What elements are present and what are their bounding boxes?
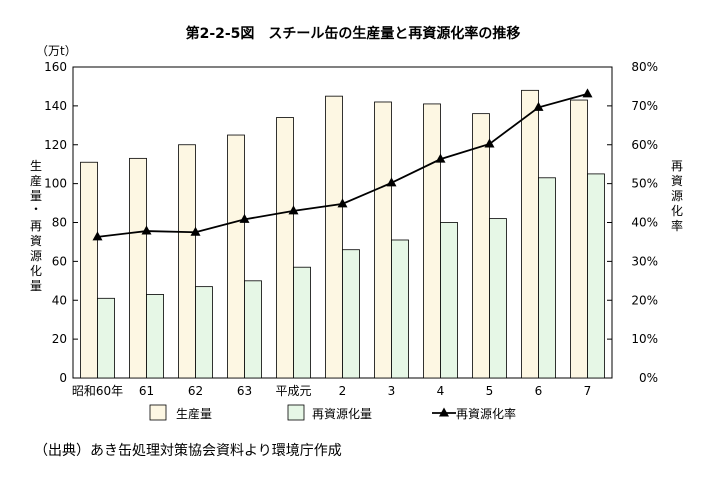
bar-recycled — [489, 218, 507, 379]
bar-production — [80, 161, 98, 379]
bar-production — [227, 134, 245, 379]
right-axis-title-char: 再 — [671, 159, 683, 173]
left-axis-tick-label: 140 — [44, 99, 67, 113]
left-axis-tick-label: 160 — [44, 60, 67, 74]
plot-area — [72, 66, 613, 379]
point-recycling-rate — [386, 177, 397, 187]
bar-recycled — [146, 294, 164, 379]
left-axis-title-char: ・ — [30, 202, 42, 216]
legend-label-recycled: 再資源化量 — [312, 407, 372, 421]
left-axis-title-char: 生 — [30, 159, 42, 173]
legend-label-rate: 再資源化率 — [456, 406, 516, 421]
x-axis-tick-label: 63 — [237, 384, 252, 398]
point-recycling-rate — [92, 231, 103, 241]
right-axis-title-char: 化 — [671, 204, 683, 218]
left-axis: 0 20 40 60 80 100 120 140 160 — [44, 60, 78, 385]
left-axis-title-char: 産 — [30, 173, 42, 188]
legend-marker-rate — [439, 407, 449, 417]
right-axis-tick-label: 80% — [631, 60, 658, 74]
x-axis-tick-label: 7 — [584, 384, 592, 398]
bar-production — [374, 101, 392, 379]
point-recycling-rate — [533, 101, 544, 111]
left-axis-title-char: 量 — [30, 279, 42, 293]
point-recycling-rate — [239, 213, 250, 223]
bar-recycled — [293, 266, 311, 379]
bar-recycled — [538, 177, 556, 379]
legend: 生産量 再資源化量 再資源化率 — [149, 404, 516, 421]
left-axis-tick-label: 100 — [44, 177, 67, 191]
legend-swatch-recycled — [287, 404, 305, 421]
x-axis-tick-label: 5 — [486, 384, 494, 398]
legend-label-production: 生産量 — [176, 406, 212, 421]
point-recycling-rate — [435, 153, 446, 163]
right-axis-tick-label: 10% — [631, 332, 658, 346]
x-axis-tick-label: 62 — [188, 384, 203, 398]
left-axis-title-char: 源 — [30, 249, 42, 263]
bar-production — [570, 99, 588, 379]
right-axis-tick-label: 30% — [631, 254, 658, 268]
right-axis-tick-label: 40% — [631, 216, 658, 230]
left-axis-tick-label: 20 — [52, 332, 67, 346]
left-axis-tick-label: 40 — [52, 293, 67, 307]
source-note: （出典）あき缶処理対策協会資料より環境庁作成 — [34, 443, 342, 459]
bar-recycled — [195, 286, 213, 379]
bar-recycled — [391, 239, 409, 379]
left-axis-tick-label: 60 — [52, 254, 67, 268]
left-axis-tick-label: 120 — [44, 138, 67, 152]
bar-production — [423, 103, 441, 379]
left-axis-title-char: 化 — [30, 264, 42, 278]
left-axis-title-char: 量 — [30, 189, 42, 203]
left-axis-title-char: 再 — [30, 219, 42, 233]
right-axis-tick-label: 0% — [639, 371, 658, 385]
right-axis-title-char: 資 — [671, 174, 683, 188]
bar-production — [276, 117, 294, 379]
x-axis-tick-label: 平成元 — [275, 384, 311, 398]
bar-recycled — [244, 280, 262, 379]
left-axis-tick-label: 80 — [52, 216, 67, 230]
point-recycling-rate — [337, 198, 348, 208]
x-axis-tick-label: 昭和60年 — [72, 384, 123, 398]
point-recycling-rate — [484, 138, 495, 148]
chart-title: 第2-2-5図 スチール缶の生産量と再資源化率の推移 — [186, 25, 521, 42]
bar-recycled — [97, 297, 115, 379]
right-axis-title: 再資源化率 — [671, 159, 683, 233]
legend-swatch-production — [149, 404, 167, 421]
point-recycling-rate — [582, 88, 593, 98]
right-axis-tick-label: 60% — [631, 138, 658, 152]
bar-production — [178, 144, 196, 379]
left-axis-title: 生産量・再資源化量 — [30, 159, 42, 293]
right-axis-tick-label: 50% — [631, 177, 658, 191]
point-recycling-rate — [141, 225, 152, 235]
bar-recycled — [440, 222, 458, 379]
right-axis-tick-label: 20% — [631, 293, 658, 307]
bar-production — [521, 89, 539, 379]
bar-production — [472, 113, 490, 379]
bar-production — [325, 95, 343, 379]
x-axis-tick-label: 3 — [388, 384, 396, 398]
left-axis-title-char: 資 — [30, 234, 42, 248]
bar-recycled — [342, 249, 360, 379]
right-axis: 0% 10% 20% 30% 40% 50% 60% 70% 80% — [607, 60, 658, 385]
point-recycling-rate — [288, 205, 299, 215]
x-axis-tick-label: 2 — [339, 384, 347, 398]
left-axis-tick-label: 0 — [59, 371, 67, 385]
point-recycling-rate — [190, 226, 201, 236]
right-axis-title-char: 率 — [671, 218, 683, 233]
x-axis: 昭和60年 61 62 63 平成元 2 3 4 5 6 7 — [72, 384, 591, 398]
right-axis-tick-label: 70% — [631, 99, 658, 113]
right-axis-title-char: 源 — [671, 189, 683, 203]
bar-recycled — [587, 173, 605, 379]
x-axis-tick-label: 4 — [437, 384, 445, 398]
x-axis-tick-label: 6 — [535, 384, 543, 398]
left-axis-unit: （万t） — [36, 44, 77, 58]
bar-production — [129, 157, 147, 379]
x-axis-tick-label: 61 — [139, 384, 154, 398]
